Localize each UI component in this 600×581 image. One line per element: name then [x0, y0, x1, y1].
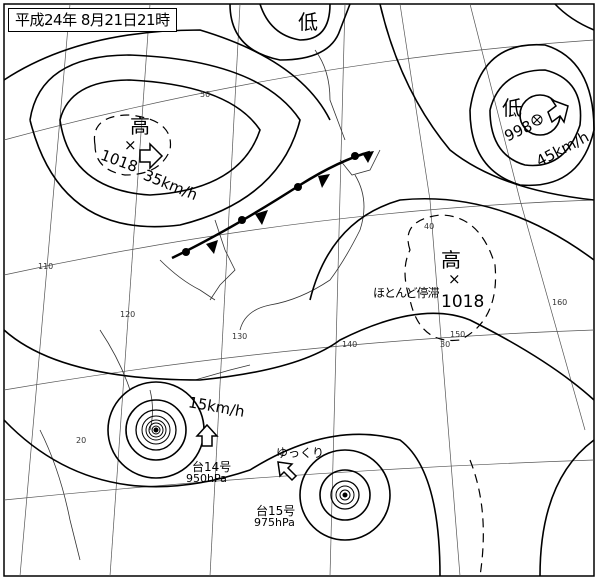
lon-label: 150 — [450, 330, 466, 339]
high-east-center-mark: × — [448, 270, 461, 288]
low-east-label: 低 — [502, 96, 522, 120]
typhoon-15-pressure: 975hPa — [254, 516, 295, 529]
map-border — [3, 3, 595, 577]
chart-datetime-title: 平成24年 8月21日21時 — [8, 8, 177, 32]
typhoon-14-name: 台14号 — [192, 460, 232, 474]
typhoon-14-arrow-icon — [195, 423, 219, 447]
high-east-label: 高 — [441, 248, 461, 272]
lon-label: 130 — [232, 332, 248, 341]
high-west-label: 高 — [130, 114, 150, 138]
high-west-center-mark: × — [124, 136, 137, 154]
low-east-center-mark — [532, 115, 542, 125]
typhoon-14-pressure: 950hPa — [186, 472, 227, 485]
typhoon-15-motion: ゆっくり — [276, 446, 325, 460]
typhoon-15-rings — [299, 449, 391, 541]
graticule — [3, 3, 595, 577]
lat-label: 20 — [76, 436, 87, 445]
low-north-label: 低 — [298, 10, 318, 34]
stationary-front — [171, 150, 374, 260]
typhoon-15-arrow-icon — [277, 461, 298, 482]
high-west-arrow-icon — [139, 142, 164, 170]
lat-label: 40 — [424, 222, 435, 231]
lon-label: 120 — [120, 310, 136, 319]
lon-label: 140 — [342, 340, 358, 349]
dashed-isobars — [93, 114, 497, 577]
high-east-motion: ほとんど停滞 — [373, 286, 440, 300]
motion-arrows — [139, 98, 569, 482]
lon-label: 160 — [552, 298, 568, 307]
lat-label: 30 — [440, 340, 451, 349]
lat-label: 50 — [200, 90, 211, 99]
high-east-pressure: 1018 — [441, 292, 485, 312]
typhoon-15-name: 台15号 — [256, 504, 296, 518]
low-east-arrow-icon — [547, 98, 569, 124]
lon-label: 110 — [38, 262, 54, 271]
isobars — [3, 3, 595, 577]
